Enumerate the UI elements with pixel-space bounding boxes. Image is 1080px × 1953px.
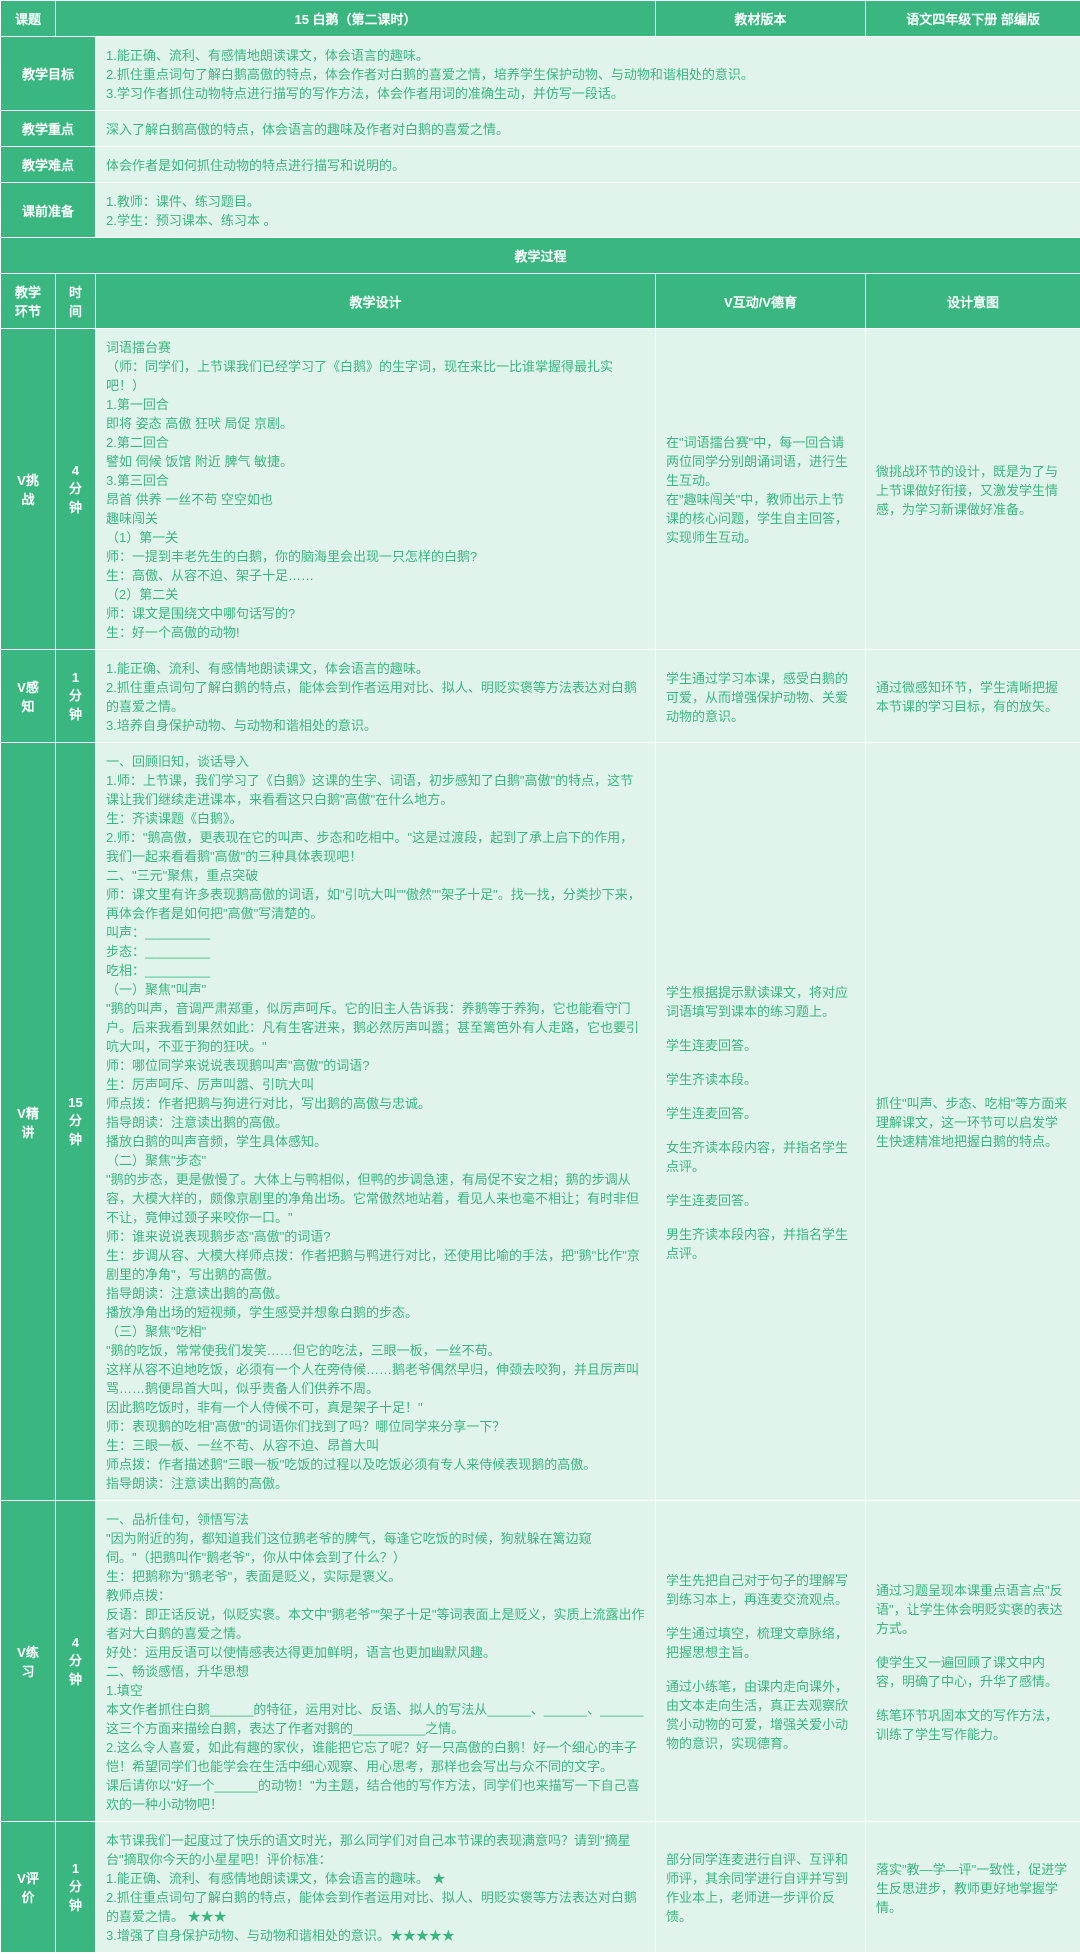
row-time: 1分钟 [56, 650, 96, 743]
row-time: 4分钟 [56, 329, 96, 650]
row-sheji: 一、品析佳句，领悟写法 "因为附近的狗，都知道我们这位鹅老爷的脾气，每逢它吃饭的… [96, 1501, 656, 1822]
row-hudong: 学生根据提示默读课文，将对应词语填写到课本的练习题上。 学生连麦回答。 学生齐读… [656, 743, 866, 1501]
zhongdian-value: 深入了解白鹅高傲的特点，体会语言的趣味及作者对白鹅的喜爱之情。 [96, 111, 1080, 147]
row-sheji: 一、回顾旧知，谈话导入 1.师：上节课，我们学习了《白鹅》这课的生字、词语，初步… [96, 743, 656, 1501]
row-yitu: 通过习题呈现本课重点语言点"反语"，让学生体会明贬实褒的表达方式。 使学生又一遍… [866, 1501, 1080, 1822]
row-yitu: 抓住"叫声、步态、吃相"等方面来理解课文，这一环节可以启发学生快速精准地把握白鹅… [866, 743, 1080, 1501]
nandian-label: 教学难点 [1, 147, 96, 183]
table-row: V精讲 15分钟 一、回顾旧知，谈话导入 1.师：上节课，我们学习了《白鹅》这课… [1, 743, 1080, 1501]
row-name: V评价 [1, 1822, 56, 1953]
table-row: V挑战 4分钟 词语擂台赛 （师：同学们，上节课我们已经学习了《白鹅》的生字词，… [1, 329, 1080, 650]
row-time: 4分钟 [56, 1501, 96, 1822]
row-yitu: 落实"教—学—评"一致性，促进学生反思进步，教师更好地掌握学情。 [866, 1822, 1080, 1953]
row-name: V精讲 [1, 743, 56, 1501]
nandian-value: 体会作者是如何抓住动物的特点进行描写和说明的。 [96, 147, 1080, 183]
row-sheji: 1.能正确、流利、有感情地朗读课文，体会语言的趣味。 2.抓住重点词句了解白鹅的… [96, 650, 656, 743]
row-yitu: 通过微感知环节，学生清晰把握本节课的学习目标，有的放矢。 [866, 650, 1080, 743]
row-name: V练习 [1, 1501, 56, 1822]
table-row: V评价 1分钟 本节课我们一起度过了快乐的语文时光，那么同学们对自己本节课的表现… [1, 1822, 1080, 1953]
keti-value: 15 白鹅（第二课时） [56, 1, 656, 37]
zhunbei-value: 1.教师：课件、练习题目。 2.学生：预习课本、练习本 。 [96, 183, 1080, 238]
col-yitu: 设计意图 [866, 274, 1080, 329]
zhunbei-label: 课前准备 [1, 183, 96, 238]
zhongdian-label: 教学重点 [1, 111, 96, 147]
row-name: V感知 [1, 650, 56, 743]
row-time: 15分钟 [56, 743, 96, 1501]
row-yitu: 微挑战环节的设计，既是为了与上节课做好衔接，又激发学生情感，为学习新课做好准备。 [866, 329, 1080, 650]
row-hudong: 学生先把自己对于句子的理解写到练习本上，再连麦交流观点。 学生通过填空，梳理文章… [656, 1501, 866, 1822]
table-row: V感知 1分钟 1.能正确、流利、有感情地朗读课文，体会语言的趣味。 2.抓住重… [1, 650, 1080, 743]
row-time: 1分钟 [56, 1822, 96, 1953]
process-label: 教学过程 [1, 238, 1080, 274]
col-sheji: 教学设计 [96, 274, 656, 329]
col-huanjie: 教学环节 [1, 274, 56, 329]
col-hudong: V互动/V德育 [656, 274, 866, 329]
mubiao-label: 教学目标 [1, 37, 96, 111]
table-row: V练习 4分钟 一、品析佳句，领悟写法 "因为附近的狗，都知道我们这位鹅老爷的脾… [1, 1501, 1080, 1822]
keti-label: 课题 [1, 1, 56, 37]
row-hudong: 部分同学连麦进行自评、互评和师评，其余同学进行自评并写到作业本上，老师进一步评价… [656, 1822, 866, 1953]
row-sheji: 本节课我们一起度过了快乐的语文时光，那么同学们对自己本节课的表现满意吗？请到"摘… [96, 1822, 656, 1953]
row-name: V挑战 [1, 329, 56, 650]
jiaocai-label: 教材版本 [656, 1, 866, 37]
row-sheji: 词语擂台赛 （师：同学们，上节课我们已经学习了《白鹅》的生字词，现在来比一比谁掌… [96, 329, 656, 650]
row-hudong: 学生通过学习本课，感受白鹅的可爱，从而增强保护动物、关爱动物的意识。 [656, 650, 866, 743]
jiaocai-value: 语文四年级下册 部编版 [866, 1, 1080, 37]
mubiao-value: 1.能正确、流利、有感情地朗读课文，体会语言的趣味。 2.抓住重点词句了解白鹅高… [96, 37, 1080, 111]
row-hudong: 在"词语擂台赛"中，每一回合请两位同学分别朗诵词语，进行生生互动。 在"趣味闯关… [656, 329, 866, 650]
col-shijian: 时间 [56, 274, 96, 329]
